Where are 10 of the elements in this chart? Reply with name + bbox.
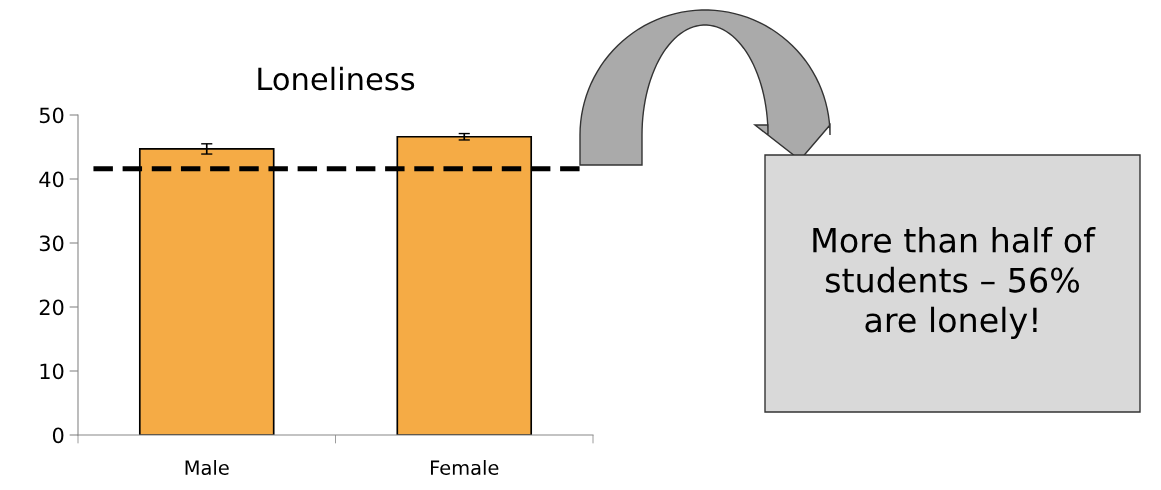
text: More than half of students – 56% are lonely! — [813, 227, 1096, 339]
y-tick-label: 40 — [39, 171, 64, 188]
y-tick-label: 50 — [39, 107, 64, 124]
y-tick-label: 10 — [40, 363, 64, 380]
y-tick-label: 20 — [39, 299, 64, 316]
y-tick-label: 0 — [52, 427, 64, 444]
y-tick-label: 30 — [39, 235, 64, 252]
x-tick-label: Male — [185, 460, 229, 476]
x-tick-label: Female — [431, 460, 499, 476]
chart-title: Loneliness — [258, 66, 415, 91]
